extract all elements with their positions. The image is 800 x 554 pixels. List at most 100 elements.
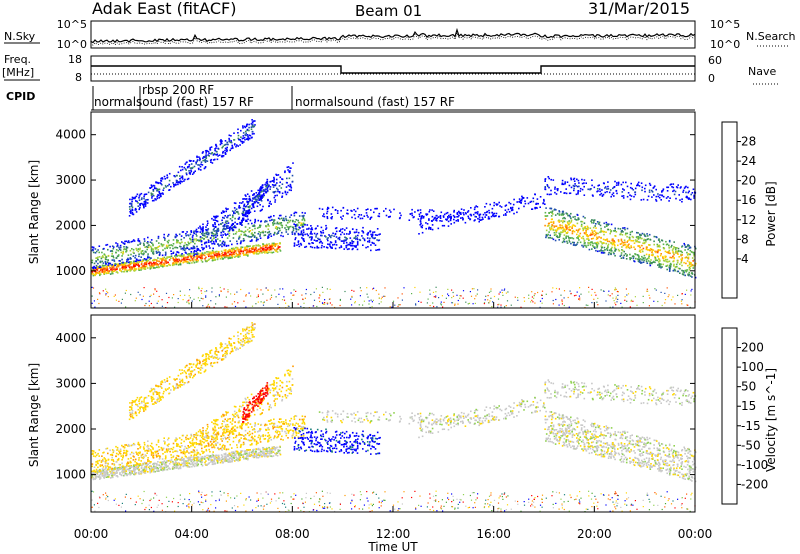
power-cell: [150, 248, 153, 250]
power-cell: [145, 265, 148, 267]
power-cell: [593, 221, 595, 223]
power-cell: [141, 266, 143, 269]
power-cell: [558, 214, 561, 216]
power-cell: [677, 184, 679, 186]
power-cell: [292, 229, 295, 231]
power-cell: [147, 262, 150, 265]
power-cell: [375, 249, 377, 251]
power-cell: [203, 238, 205, 240]
power-noise-cell: [687, 304, 689, 306]
power-cell: [310, 228, 312, 230]
power-cell: [591, 229, 593, 232]
power-cell: [420, 226, 423, 228]
power-cell: [294, 237, 297, 239]
power-noise-cell: [125, 289, 127, 292]
power-noise-cell: [287, 305, 289, 307]
power-cell: [545, 229, 548, 232]
power-cell: [201, 164, 204, 166]
power-cell: [373, 242, 375, 245]
power-cell: [102, 268, 105, 270]
power-cell: [259, 231, 262, 234]
power-cell: [92, 248, 94, 251]
power-cell: [623, 254, 625, 257]
power-cell: [203, 242, 206, 245]
power-noise-cell: [420, 301, 422, 303]
power-cell: [213, 243, 216, 245]
power-cell: [248, 129, 250, 132]
power-cell: [166, 257, 168, 259]
power-cell: [167, 246, 169, 248]
power-noise-cell: [200, 297, 202, 299]
power-cell: [546, 184, 549, 186]
power-cell: [237, 218, 240, 220]
power-cell: [668, 266, 671, 268]
power-noise-cell: [240, 288, 242, 291]
power-noise-cell: [107, 296, 109, 298]
power-cell: [129, 258, 131, 260]
power-cell: [302, 216, 305, 219]
power-cell: [493, 201, 496, 204]
power-cell: [353, 209, 355, 211]
power-cell: [626, 241, 628, 243]
power-cell: [145, 193, 148, 195]
power-cell: [475, 205, 477, 207]
power-noise-cell: [124, 292, 126, 294]
power-cell: [245, 132, 247, 135]
power-cell: [163, 262, 165, 265]
noise-search-line: [90, 31, 696, 46]
power-noise-cell: [359, 287, 361, 289]
power-cell: [315, 240, 317, 242]
power-cell: [560, 231, 562, 233]
power-cell: [183, 257, 185, 260]
power-cell: [688, 273, 691, 276]
power-cell: [597, 241, 599, 244]
power-cell: [96, 267, 99, 269]
power-cell: [183, 237, 185, 239]
power-cell: [604, 186, 607, 188]
power-cell: [457, 215, 459, 218]
power-cell: [200, 259, 203, 262]
power-noise-cell: [224, 306, 226, 308]
power-cell: [666, 258, 669, 261]
power-cell: [449, 218, 452, 220]
power-noise-cell: [106, 290, 108, 293]
power-cell: [487, 218, 490, 220]
power-noise-cell: [234, 293, 236, 295]
power-cell: [208, 245, 210, 247]
power-noise-cell: [647, 290, 649, 292]
power-cell: [231, 250, 233, 252]
power-cell: [568, 228, 570, 231]
power-cell: [253, 224, 255, 226]
power-cell: [631, 235, 634, 238]
power-cell: [428, 218, 430, 220]
power-noise-cell: [457, 299, 459, 302]
noise-ytick-top: 10^5: [57, 18, 87, 31]
power-cell: [674, 266, 677, 269]
power-cell: [687, 186, 689, 189]
power-cell: [167, 185, 169, 187]
power-cell: [327, 239, 329, 242]
power-cell: [689, 253, 691, 256]
power-cell: [355, 235, 357, 237]
power-cell: [579, 190, 582, 192]
power-cell: [183, 245, 185, 247]
power-cell: [237, 128, 239, 131]
power-cell: [232, 222, 235, 225]
power-cell: [247, 202, 250, 204]
power-cell: [129, 212, 132, 214]
power-cell: [456, 212, 458, 215]
power-cell: [254, 235, 256, 237]
power-cell: [107, 248, 109, 251]
power-cell: [220, 250, 223, 253]
power-cell: [113, 260, 116, 262]
power-noise-cell: [506, 300, 509, 302]
power-cell: [566, 240, 568, 243]
power-cell: [419, 209, 422, 211]
power-cell: [173, 175, 175, 177]
power-cell: [429, 227, 432, 229]
power-cell: [224, 143, 227, 146]
power-cell: [345, 239, 347, 242]
power-cell: [229, 257, 232, 259]
power-noise-cell: [384, 295, 386, 297]
power-cell: [205, 157, 208, 159]
